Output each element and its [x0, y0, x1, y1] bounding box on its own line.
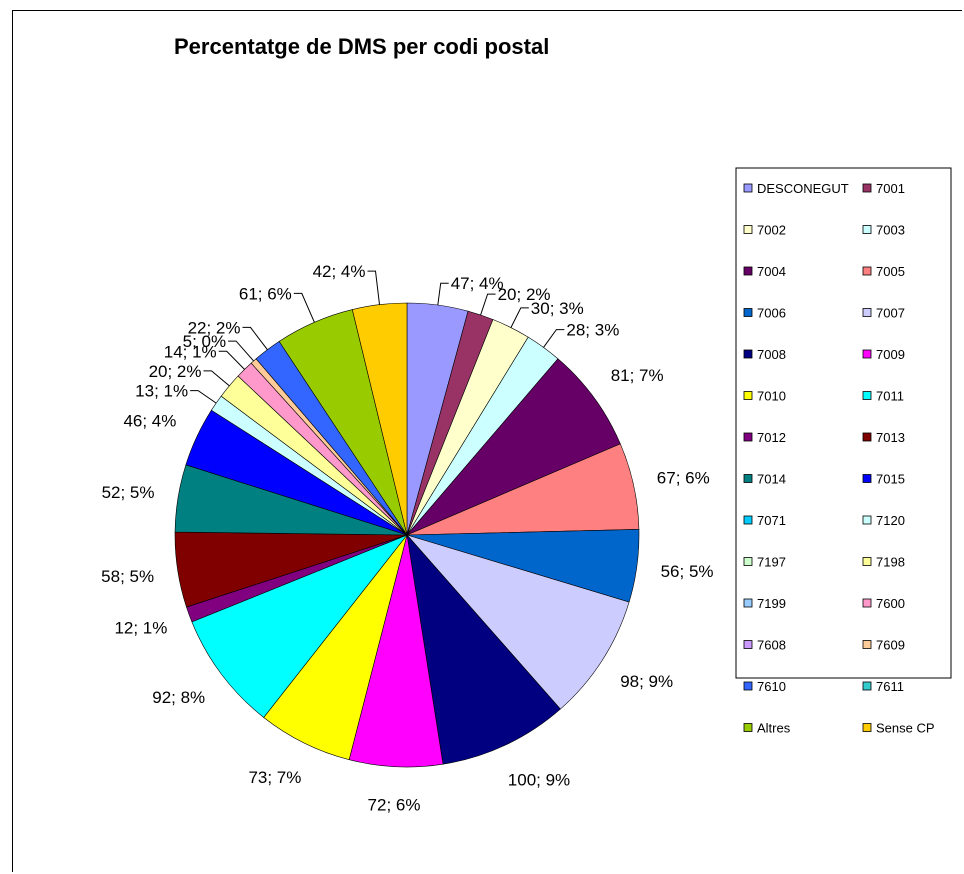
- legend-label-7013: 7013: [876, 430, 905, 445]
- data-label-7015: 46; 4%: [123, 412, 176, 431]
- legend-swatch-7610: [743, 681, 753, 691]
- legend-label-desconegut: DESCONEGUT: [757, 181, 849, 196]
- pie-slice-sense-cp: [351, 302, 408, 536]
- data-label-7011: 92; 8%: [152, 688, 205, 707]
- data-label-7013: 58; 5%: [101, 567, 154, 586]
- legend-swatch-7199: [743, 598, 753, 608]
- legend-label-7006: 7006: [757, 306, 786, 321]
- data-label-7014: 52; 5%: [102, 483, 155, 502]
- legend-swatch-7600: [862, 598, 872, 608]
- pie-slice-7007: [406, 534, 630, 710]
- data-label-7004: 81; 7%: [611, 366, 664, 385]
- legend-label-7198: 7198: [876, 555, 905, 570]
- data-label-7609: 5; 0%: [183, 332, 226, 351]
- legend-swatch-7005: [862, 266, 872, 276]
- legend-label-7007: 7007: [876, 306, 905, 321]
- legend-swatch-7009: [862, 349, 872, 359]
- legend-label-7011: 7011: [876, 389, 904, 404]
- legend-swatch-7006: [743, 308, 753, 317]
- legend-label-7197: 7197: [757, 555, 786, 570]
- legend-label-7120: 7120: [876, 513, 905, 528]
- pie-slice-7008: [406, 534, 561, 765]
- leader-line-desconegut: [437, 282, 449, 306]
- legend-label-7611: 7611: [876, 679, 904, 694]
- leader-line-7001: [480, 293, 496, 316]
- legend-swatch-7008: [743, 349, 753, 359]
- data-label-sense-cp: 42; 4%: [313, 262, 366, 281]
- data-label-7010: 73; 7%: [248, 768, 301, 787]
- data-label-7001: 20; 2%: [498, 285, 551, 304]
- leader-line-7198: [203, 370, 230, 387]
- data-label-desconegut: 47; 4%: [451, 274, 504, 293]
- legend-swatch-7007: [862, 308, 872, 317]
- legend-swatch-7014: [743, 474, 753, 483]
- leader-line-altres: [293, 292, 315, 323]
- leader-line-7002: [510, 307, 529, 328]
- pie-slice-7004: [406, 358, 621, 536]
- legend-swatch-7071: [743, 515, 753, 525]
- legend-label-7600: 7600: [876, 596, 905, 611]
- legend-label-7014: 7014: [757, 472, 786, 487]
- data-label-7198: 20; 2%: [149, 362, 202, 381]
- legend-label-7608: 7608: [757, 638, 786, 653]
- chart-title: Percentatge de DMS per codi postal: [174, 34, 550, 59]
- legend-label-7003: 7003: [876, 223, 905, 238]
- legend-swatch-7004: [743, 266, 753, 276]
- legend-label-7610: 7610: [757, 679, 786, 694]
- data-label-7610: 22; 2%: [188, 318, 241, 337]
- data-label-altres: 61; 6%: [239, 284, 292, 303]
- leader-line-7600: [218, 350, 245, 370]
- data-label-7600: 14; 1%: [164, 342, 217, 361]
- legend-swatch-7197: [743, 557, 753, 566]
- data-label-7005: 67; 6%: [657, 469, 710, 488]
- leader-line-sense-cp: [367, 270, 380, 305]
- pie-slice-7011: [191, 534, 408, 718]
- legend-swatch-sense-cp: [862, 723, 872, 732]
- legend-label-7012: 7012: [757, 430, 786, 445]
- legend-label-7199: 7199: [757, 596, 786, 611]
- legend-swatch-7120: [862, 515, 872, 525]
- legend-label-7002: 7002: [757, 223, 786, 238]
- legend-swatch-7015: [862, 474, 872, 483]
- legend-swatch-7608: [743, 640, 753, 649]
- legend-swatch-7609: [862, 640, 872, 649]
- data-label-7120: 13; 1%: [135, 382, 188, 401]
- legend-swatch-7012: [743, 432, 753, 442]
- legend-label-7009: 7009: [876, 347, 905, 362]
- legend-swatch-7001: [862, 183, 872, 193]
- legend: DESCONEGUT 7001 7002 7003 7004 7005 7006 7007 70…: [735, 167, 952, 736]
- legend-label-7071: 7071: [757, 513, 786, 528]
- legend-swatch-7013: [862, 432, 872, 442]
- legend-label-7001: 7001: [876, 181, 905, 196]
- legend-label-7015: 7015: [876, 472, 905, 487]
- data-label-7003: 28; 3%: [566, 321, 619, 340]
- leader-line-7120: [190, 390, 217, 404]
- data-label-7006: 56; 5%: [661, 562, 714, 581]
- data-label-7008: 100; 9%: [508, 770, 570, 789]
- leader-line-7609: [228, 340, 254, 362]
- legend-swatch-7003: [862, 225, 872, 234]
- legend-label-7010: 7010: [757, 389, 786, 404]
- data-label-7009: 72; 6%: [368, 796, 421, 815]
- leader-line-7610: [242, 326, 268, 351]
- legend-swatch-altres: [743, 723, 753, 732]
- legend-label-7005: 7005: [876, 264, 905, 279]
- legend-box: [735, 167, 952, 679]
- legend-label-7004: 7004: [757, 264, 786, 279]
- legend-label-7008: 7008: [757, 347, 786, 362]
- legend-label-altres: Altres: [757, 721, 791, 736]
- data-label-7012: 12; 1%: [114, 619, 167, 638]
- legend-swatch-7002: [743, 225, 753, 234]
- legend-swatch-7198: [862, 557, 872, 566]
- data-label-7002: 30; 3%: [531, 299, 584, 318]
- data-label-7007: 98; 9%: [620, 672, 673, 691]
- legend-label-7609: 7609: [876, 638, 905, 653]
- legend-label-sense-cp: Sense CP: [876, 721, 935, 736]
- legend-swatch-desconegut: [743, 183, 753, 193]
- legend-swatch-7011: [862, 391, 872, 400]
- legend-swatch-7010: [743, 391, 753, 400]
- legend-swatch-7611: [862, 681, 872, 691]
- leader-line-7003: [543, 329, 565, 348]
